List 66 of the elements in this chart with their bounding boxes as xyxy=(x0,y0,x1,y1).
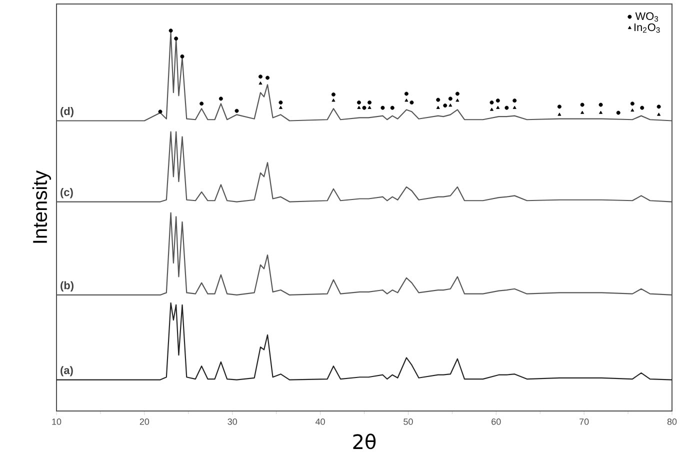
point xyxy=(218,96,223,101)
point xyxy=(456,98,460,102)
point xyxy=(630,108,634,112)
point xyxy=(158,110,162,114)
series-label: (b) xyxy=(60,281,74,292)
point xyxy=(332,98,336,102)
point xyxy=(258,74,262,79)
x-tick-label: 70 xyxy=(580,418,589,425)
point xyxy=(258,81,262,85)
point xyxy=(436,98,440,102)
x-axis-title: 2θ xyxy=(353,434,376,450)
point xyxy=(580,110,584,114)
x-tick-label: 20 xyxy=(140,418,150,425)
series-label: (d) xyxy=(60,107,74,118)
point xyxy=(168,28,173,33)
point xyxy=(436,106,440,109)
legend-label: In$_{2}$O$_{3}$ xyxy=(634,23,660,33)
point xyxy=(266,76,270,80)
point xyxy=(640,106,644,110)
point xyxy=(174,36,178,41)
point xyxy=(490,108,494,111)
point xyxy=(512,98,517,103)
x-tick-label: 50 xyxy=(404,418,413,425)
point xyxy=(496,106,500,109)
point xyxy=(200,102,204,106)
series-label: (c) xyxy=(60,188,73,198)
point xyxy=(404,98,408,102)
point xyxy=(557,104,562,109)
point xyxy=(657,112,661,116)
x-tick-label: 30 xyxy=(228,418,237,425)
point xyxy=(331,92,336,97)
point xyxy=(512,106,516,109)
x-tick-label: 40 xyxy=(316,418,325,425)
x-tick-label: 10 xyxy=(52,418,62,425)
x-tick-label: 60 xyxy=(492,418,501,425)
point xyxy=(362,106,366,110)
point xyxy=(234,108,239,113)
point xyxy=(368,106,372,109)
point xyxy=(443,104,448,108)
point xyxy=(616,110,620,115)
point xyxy=(404,92,408,96)
point xyxy=(455,92,460,96)
point xyxy=(580,102,584,107)
point xyxy=(630,102,634,106)
point xyxy=(390,106,394,110)
series-label: (a) xyxy=(60,366,73,376)
point xyxy=(368,100,372,104)
point xyxy=(410,100,414,104)
point xyxy=(496,98,500,103)
point xyxy=(278,106,282,109)
legend-label: WO$_{3}$ xyxy=(635,12,658,22)
point xyxy=(504,106,509,110)
point xyxy=(180,54,184,58)
point xyxy=(558,112,562,116)
point xyxy=(598,102,603,107)
y-axis-title: Intensity xyxy=(32,170,51,243)
point xyxy=(656,104,661,109)
point xyxy=(599,110,603,114)
point xyxy=(356,100,361,104)
point xyxy=(357,106,361,109)
point xyxy=(278,100,283,104)
point xyxy=(448,96,452,101)
point xyxy=(448,104,452,107)
x-tick-label: 80 xyxy=(667,418,677,425)
point xyxy=(490,100,494,104)
point xyxy=(380,106,385,110)
